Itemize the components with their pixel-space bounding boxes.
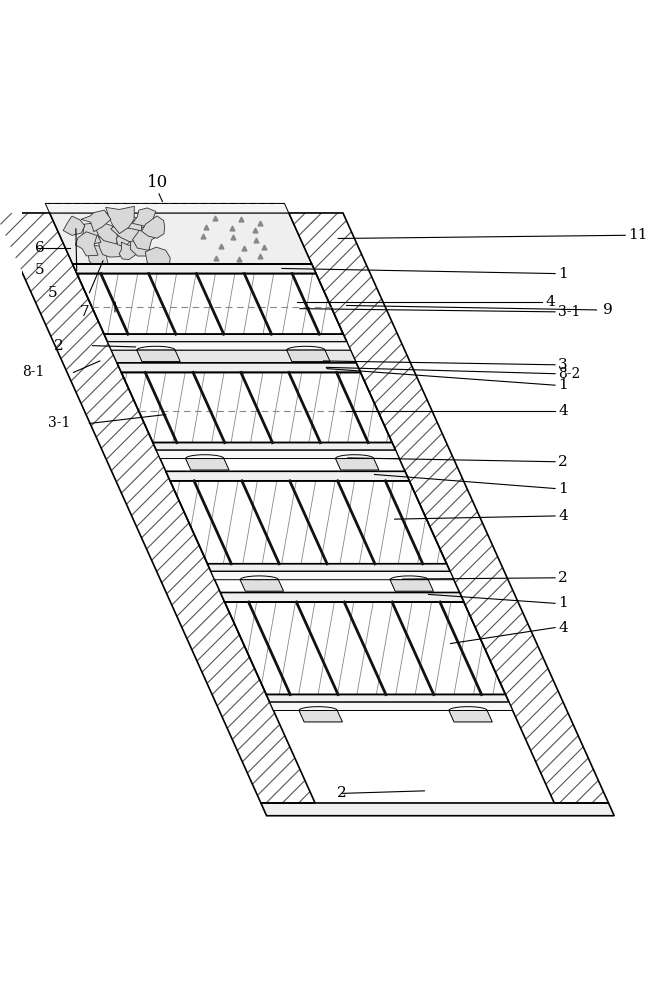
Text: 2: 2 [54,339,64,353]
Text: 11: 11 [629,228,648,242]
Polygon shape [166,471,409,481]
Polygon shape [63,216,85,235]
Polygon shape [299,710,342,722]
Text: 1: 1 [559,596,568,610]
Polygon shape [141,216,165,238]
Polygon shape [336,459,379,470]
Text: 2: 2 [559,571,568,585]
Polygon shape [133,227,159,250]
Polygon shape [157,450,399,459]
Text: 8-1: 8-1 [22,365,45,379]
Polygon shape [145,247,170,269]
Text: 8-2: 8-2 [559,367,580,381]
Polygon shape [81,210,111,232]
Text: 7: 7 [80,305,89,319]
Text: 4: 4 [559,404,568,418]
Polygon shape [130,234,151,256]
Polygon shape [261,803,614,816]
Polygon shape [111,350,356,363]
Polygon shape [110,219,141,242]
Text: 5: 5 [48,286,58,300]
Polygon shape [106,206,134,234]
Polygon shape [390,580,434,591]
Polygon shape [22,181,660,819]
Polygon shape [98,237,122,257]
Text: 1: 1 [559,482,568,496]
Polygon shape [449,710,492,722]
Polygon shape [117,363,360,372]
Text: 5: 5 [35,263,45,277]
Text: 3-1: 3-1 [559,305,580,319]
Polygon shape [75,232,98,256]
Polygon shape [270,702,513,710]
Polygon shape [95,223,117,244]
Polygon shape [153,443,395,450]
Polygon shape [122,217,142,231]
Polygon shape [240,580,284,591]
Text: 1: 1 [559,267,568,281]
Text: 4: 4 [559,509,568,523]
Polygon shape [287,350,330,362]
Polygon shape [50,213,312,264]
Polygon shape [137,350,180,362]
Polygon shape [132,208,156,227]
Polygon shape [116,225,132,247]
Text: 2: 2 [559,455,568,469]
Polygon shape [208,564,450,571]
Polygon shape [108,342,350,350]
Text: 9: 9 [603,303,613,317]
Polygon shape [266,695,509,702]
Polygon shape [186,459,229,470]
Polygon shape [220,592,464,602]
Text: 3: 3 [559,358,568,372]
Text: 3-1: 3-1 [48,416,70,430]
Text: 2: 2 [336,786,346,800]
Polygon shape [119,242,141,260]
Polygon shape [211,571,454,580]
Polygon shape [45,203,289,213]
Text: 6: 6 [35,241,45,255]
Text: 1: 1 [559,378,568,392]
Polygon shape [104,334,347,342]
Polygon shape [88,245,110,270]
Text: 4: 4 [545,295,555,309]
Text: 10: 10 [147,174,168,191]
Polygon shape [73,264,316,274]
Polygon shape [81,223,101,244]
Text: 4: 4 [559,621,568,635]
